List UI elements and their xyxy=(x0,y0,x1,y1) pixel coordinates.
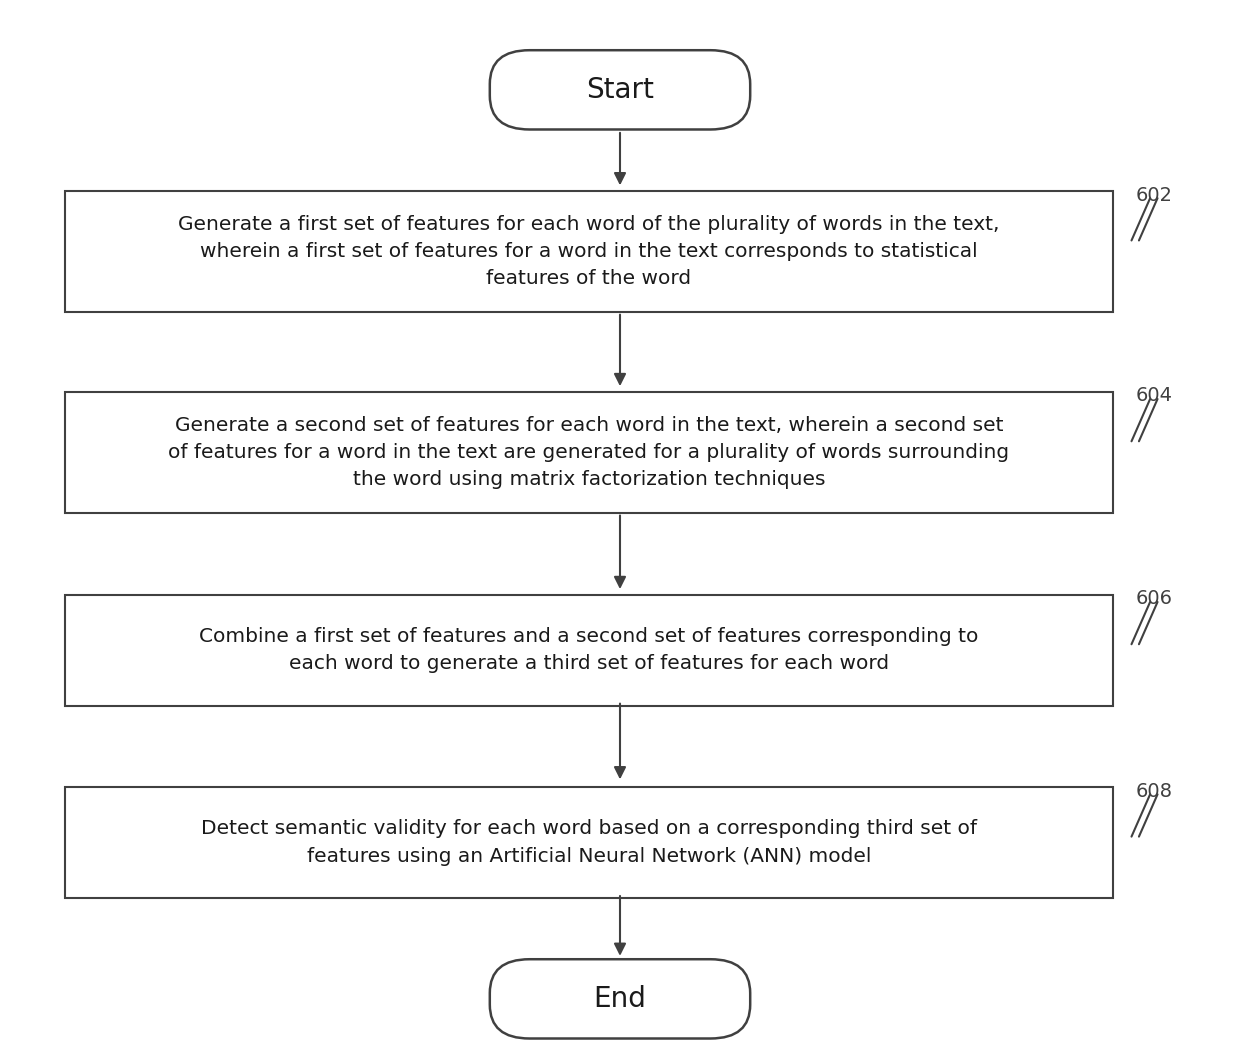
Text: 604: 604 xyxy=(1136,387,1172,405)
Text: 606: 606 xyxy=(1136,590,1172,608)
Text: Generate a second set of features for each word in the text, wherein a second se: Generate a second set of features for ea… xyxy=(169,415,1009,489)
FancyBboxPatch shape xyxy=(490,960,750,1038)
FancyBboxPatch shape xyxy=(490,50,750,129)
Bar xyxy=(64,786,1112,897)
Text: Start: Start xyxy=(587,76,653,104)
Text: End: End xyxy=(594,985,646,1013)
Text: Combine a first set of features and a second set of features corresponding to
ea: Combine a first set of features and a se… xyxy=(200,627,978,673)
Bar xyxy=(64,594,1112,706)
Text: 608: 608 xyxy=(1136,782,1172,800)
Text: Detect semantic validity for each word based on a corresponding third set of
fea: Detect semantic validity for each word b… xyxy=(201,819,977,866)
Text: 602: 602 xyxy=(1136,186,1172,204)
Bar xyxy=(64,392,1112,514)
Bar xyxy=(64,190,1112,313)
Text: Generate a first set of features for each word of the plurality of words in the : Generate a first set of features for eac… xyxy=(179,215,999,289)
